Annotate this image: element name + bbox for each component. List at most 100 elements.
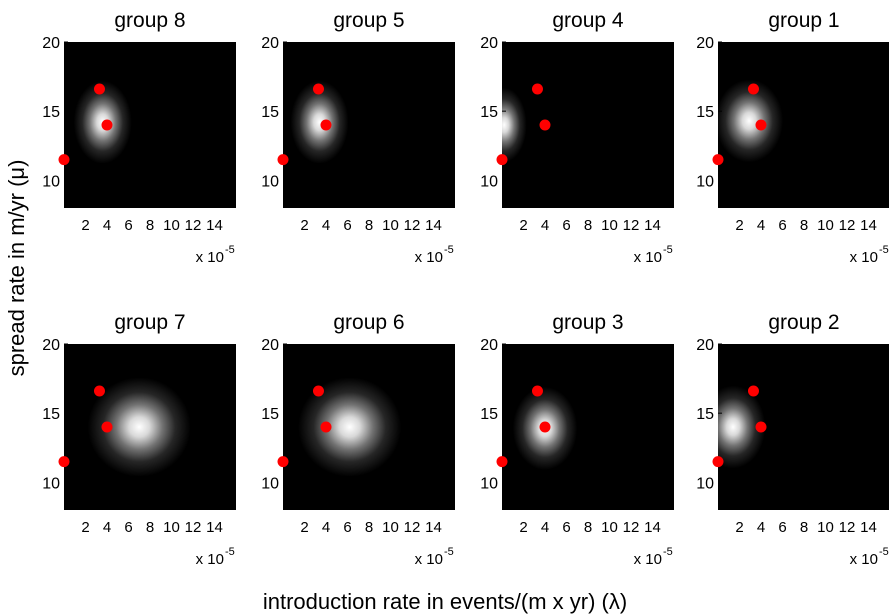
x-exponent-label: x 10	[196, 249, 224, 266]
y-tick-label: 15	[261, 104, 279, 121]
data-point	[58, 456, 70, 468]
panel-title: group 8	[114, 9, 185, 32]
x-tick-label: 14	[206, 217, 223, 234]
x-exponent-power: -5	[444, 546, 454, 558]
x-tick-label: 8	[146, 519, 154, 536]
x-tick-label: 10	[601, 519, 618, 536]
panel: group 3 10 15 20 2 4 6 8 10 12 14 x 10 -5	[480, 311, 674, 568]
x-tick-label: 12	[404, 217, 421, 234]
x-tick-label: 10	[163, 217, 180, 234]
x-tick-label: 6	[778, 217, 786, 234]
x-exponent-power: -5	[879, 546, 889, 558]
x-tick-label: 10	[382, 217, 399, 234]
data-point	[93, 83, 105, 95]
data-point	[320, 119, 332, 131]
x-tick-label: 6	[124, 519, 132, 536]
x-tick-label: 12	[185, 519, 202, 536]
panel: group 4 10 15 20 2 4 6 8 10 12 14 x 10 -5	[480, 9, 674, 266]
panel-title: group 5	[333, 9, 404, 32]
x-tick-label: 8	[800, 519, 808, 536]
x-tick-label: 6	[343, 217, 351, 234]
data-point	[320, 421, 332, 433]
data-point	[58, 154, 70, 166]
x-tick-label: 2	[81, 217, 89, 234]
x-tick-label: 4	[541, 519, 549, 536]
x-tick-label: 14	[425, 217, 442, 234]
data-point	[747, 385, 759, 397]
y-tick-label: 15	[696, 104, 714, 121]
panel: group 2 10 15 20 2 4 6 8 10 12 14 x 10 -5	[696, 311, 889, 568]
x-tick-label: 4	[103, 519, 111, 536]
x-tick-label: 14	[425, 519, 442, 536]
x-tick-label: 4	[322, 519, 330, 536]
x-exponent-power: -5	[663, 546, 673, 558]
x-exponent-label: x 10	[850, 551, 878, 568]
x-tick-label: 2	[519, 519, 527, 536]
y-tick-label: 10	[261, 173, 279, 190]
data-point	[712, 154, 724, 166]
y-tick-label: 10	[261, 475, 279, 492]
panel: group 1 10 15 20 2 4 6 8 10 12 14 x 10 -5	[696, 9, 889, 266]
x-axis-label: introduction rate in events/(m x yr) (λ)	[263, 589, 627, 614]
data-point	[277, 154, 289, 166]
data-point	[755, 421, 767, 433]
density-blob	[290, 80, 349, 164]
data-point	[712, 456, 724, 468]
y-tick-label: 15	[261, 406, 279, 423]
panel-title: group 4	[552, 9, 624, 32]
x-exponent-label: x 10	[850, 249, 878, 266]
x-tick-label: 2	[735, 217, 743, 234]
data-point	[312, 83, 324, 95]
x-tick-label: 10	[817, 519, 834, 536]
panel: group 6 10 15 20 2 4 6 8 10 12 14 x 10 -5	[261, 311, 455, 568]
x-exponent-label: x 10	[196, 551, 224, 568]
y-tick-label: 10	[696, 173, 714, 190]
x-tick-label: 4	[103, 217, 111, 234]
data-point	[539, 119, 551, 131]
data-point	[101, 421, 113, 433]
data-point	[539, 421, 551, 433]
x-tick-label: 2	[81, 519, 89, 536]
x-tick-label: 8	[365, 217, 373, 234]
panel: group 5 10 15 20 2 4 6 8 10 12 14 x 10 -5	[261, 9, 455, 266]
y-tick-label: 10	[480, 173, 498, 190]
x-tick-label: 2	[735, 519, 743, 536]
x-tick-label: 8	[365, 519, 373, 536]
x-tick-label: 6	[124, 217, 132, 234]
x-exponent-power: -5	[225, 244, 235, 256]
x-tick-label: 6	[778, 519, 786, 536]
y-tick-label: 20	[480, 35, 498, 52]
data-point	[496, 456, 508, 468]
x-exponent-label: x 10	[415, 249, 443, 266]
x-tick-label: 10	[817, 217, 834, 234]
x-tick-label: 4	[757, 519, 765, 536]
x-tick-label: 8	[584, 519, 592, 536]
y-tick-label: 10	[42, 475, 60, 492]
panel-title: group 3	[552, 311, 623, 334]
data-point	[277, 456, 289, 468]
x-exponent-power: -5	[225, 546, 235, 558]
x-exponent-power: -5	[663, 244, 673, 256]
x-exponent-power: -5	[444, 244, 454, 256]
x-exponent-label: x 10	[415, 551, 443, 568]
panel: group 7 10 15 20 2 4 6 8 10 12 14 x 10 -5	[42, 311, 236, 568]
x-tick-label: 14	[206, 519, 223, 536]
density-blob	[502, 87, 527, 163]
x-tick-label: 4	[541, 217, 549, 234]
density-blob	[718, 385, 766, 469]
panel-title: group 2	[768, 311, 839, 334]
x-tick-label: 12	[839, 217, 856, 234]
y-tick-label: 20	[42, 337, 60, 354]
density-blob	[87, 377, 191, 477]
x-tick-label: 6	[562, 519, 570, 536]
data-point	[531, 83, 543, 95]
y-tick-label: 15	[480, 406, 498, 423]
x-tick-label: 12	[623, 519, 640, 536]
x-tick-label: 2	[519, 217, 527, 234]
data-point	[496, 154, 508, 166]
y-tick-label: 15	[42, 104, 60, 121]
y-tick-label: 15	[42, 406, 60, 423]
y-tick-label: 20	[696, 337, 714, 354]
